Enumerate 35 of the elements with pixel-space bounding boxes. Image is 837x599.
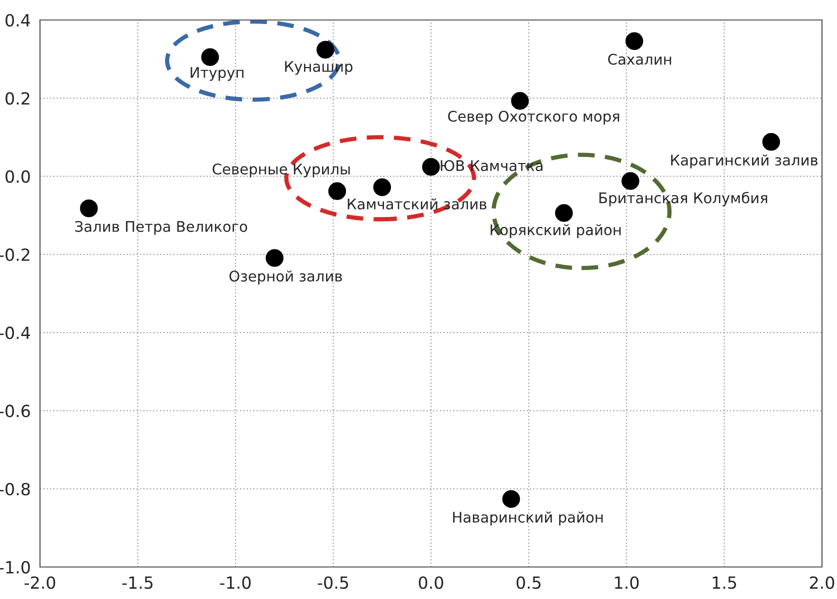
annotation: Залив Петра Великого [75, 220, 248, 235]
point [373, 178, 391, 196]
point [555, 204, 573, 222]
x-tick-label: 1.0 [615, 576, 639, 589]
annotation: Северные Курилы [212, 164, 350, 178]
point [266, 249, 284, 267]
y-tick-label: 0.0 [6, 170, 30, 183]
annotation: Итуруп [190, 67, 244, 81]
point [622, 172, 640, 190]
annotation: Карагинский залив [671, 154, 818, 168]
point [328, 182, 346, 200]
x-tick-label: 0.0 [418, 576, 444, 589]
point [502, 490, 520, 508]
annotation: Север Охотского моря [448, 110, 620, 125]
annotation: Камчатский залив [348, 198, 486, 210]
x-tick-label: -1.0 [220, 576, 251, 589]
point [201, 48, 219, 66]
annotation: Наваринский район [453, 511, 603, 526]
x-tick-label: 2.0 [810, 576, 834, 589]
x-tick-label: -1.5 [122, 576, 153, 589]
point [316, 40, 334, 59]
annotation: Британская Колумбия [599, 192, 768, 206]
x-tick-label: 1.5 [712, 576, 736, 589]
y-tick-label: 0.4 [6, 14, 30, 27]
point [511, 92, 529, 110]
point [762, 133, 780, 151]
point [422, 158, 440, 176]
annotation: Сахалин [608, 54, 672, 65]
x-tick-label: -0.5 [318, 576, 348, 589]
annotation: Озерной залив [229, 270, 342, 284]
x-tick-label: -2.0 [24, 576, 56, 589]
point [80, 199, 98, 218]
y-tick-label: 0.2 [6, 92, 30, 105]
x-tick-label: 0.5 [516, 576, 541, 589]
point [625, 32, 644, 50]
